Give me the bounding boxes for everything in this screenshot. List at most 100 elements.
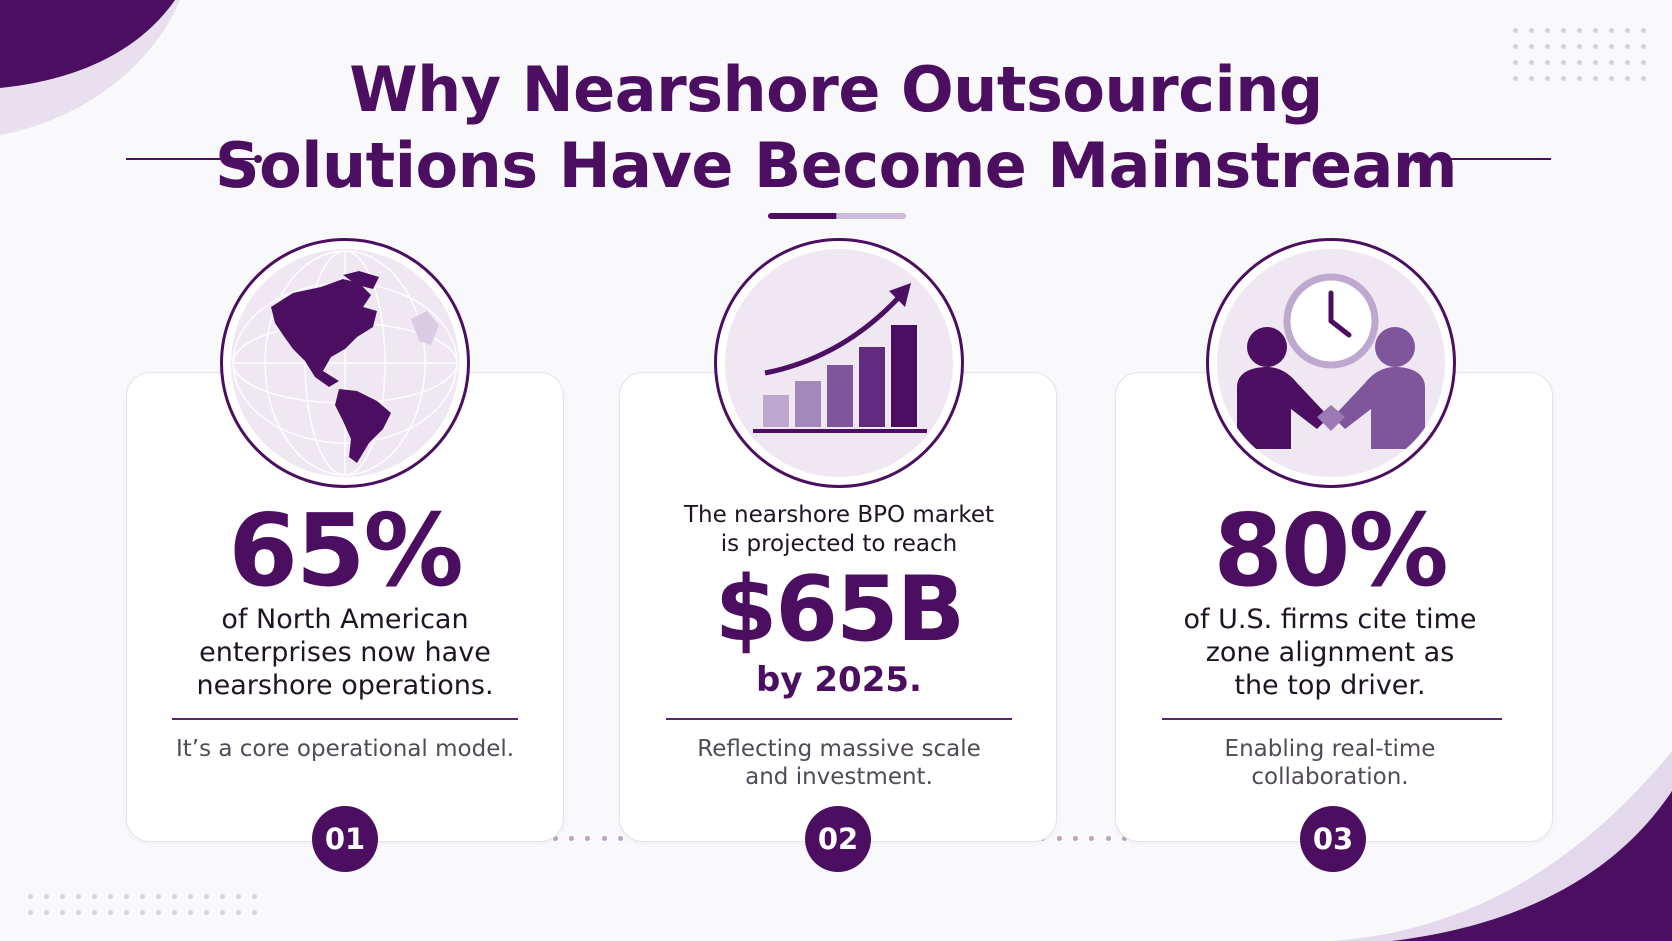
note-line: Reflecting massive scale [697, 736, 981, 762]
decorative-dot [1593, 76, 1598, 81]
stat-description-3: of U.S. firms cite time zone alignment a… [1110, 603, 1550, 702]
decorative-dot [1641, 28, 1646, 33]
decorative-dot [1545, 28, 1550, 33]
lead-line: is projected to reach [720, 531, 958, 557]
handshake-clock-icon [1237, 273, 1425, 449]
icon-circle-2 [714, 238, 964, 488]
description-line: nearshore operations. [196, 670, 494, 701]
decorative-dot [28, 910, 33, 915]
decorative-dot [172, 894, 177, 899]
decorative-dot [1609, 76, 1614, 81]
decorative-dot [1529, 60, 1534, 65]
decorative-dot [1513, 60, 1518, 65]
decorative-dot [60, 894, 65, 899]
decorative-dot [1577, 28, 1582, 33]
decorative-dot [204, 894, 209, 899]
decorative-dot [140, 894, 145, 899]
decorative-dot [188, 910, 193, 915]
decorative-dot [1529, 28, 1534, 33]
card-divider-3 [1162, 718, 1502, 720]
market-year: by 2025. [756, 660, 922, 700]
decorative-dot [569, 836, 575, 841]
decorative-dot [1105, 836, 1111, 841]
decorative-dot [585, 836, 591, 841]
decorative-dot [1593, 28, 1598, 33]
icon-circle-1 [220, 238, 470, 488]
decorative-dot [1641, 76, 1646, 81]
decorative-dot [1561, 28, 1566, 33]
top-left-corner-decoration [0, 0, 180, 135]
decorative-dot [220, 910, 225, 915]
decorative-dot [220, 894, 225, 899]
decorative-dot [1089, 836, 1095, 841]
step-number-3: 03 [1300, 806, 1366, 872]
decorative-dot [1513, 28, 1518, 33]
title-underline-dark [768, 213, 838, 219]
decorative-dot [252, 910, 257, 915]
stat-value-1: 65% [228, 492, 463, 609]
decorative-dot [1577, 76, 1582, 81]
decorative-dot [1513, 44, 1518, 49]
decorative-dot [1545, 76, 1550, 81]
note-line: and investment. [745, 764, 933, 790]
decorative-dot [1122, 836, 1128, 841]
title-left-dot [254, 155, 262, 163]
decorative-dot [1529, 76, 1534, 81]
decorative-dot [1641, 60, 1646, 65]
decorative-dot [1625, 28, 1630, 33]
dot-grid-top-right [1513, 28, 1657, 92]
decorative-dot [1561, 60, 1566, 65]
step-number-1: 01 [312, 806, 378, 872]
market-lead-text: The nearshore BPO market is projected to… [619, 501, 1059, 559]
decorative-dot [28, 894, 33, 899]
decorative-dot [124, 910, 129, 915]
icon-circle-3 [1206, 238, 1456, 488]
decorative-dot [601, 836, 607, 841]
decorative-dot [108, 894, 113, 899]
decorative-dot [252, 894, 257, 899]
card-note-3: Enabling real-time collaboration. [1110, 735, 1550, 791]
decorative-dot [1513, 76, 1518, 81]
decorative-dot [1609, 60, 1614, 65]
decorative-dot [1072, 836, 1078, 841]
decorative-dot [553, 836, 559, 841]
decorative-dot [172, 910, 177, 915]
decorative-dot [1545, 44, 1550, 49]
decorative-dot [236, 894, 241, 899]
bottom-right-corner-decoration [1332, 751, 1672, 941]
page-title: Why Nearshore Outsourcing Solutions Have… [0, 52, 1672, 204]
decorative-dot [44, 910, 49, 915]
stat-value-3: 80% [1213, 492, 1448, 609]
decorative-dot [204, 910, 209, 915]
decorative-dot [1529, 44, 1534, 49]
step-number-2: 02 [805, 806, 871, 872]
lead-line: The nearshore BPO market [683, 502, 995, 528]
decorative-dot [1577, 60, 1582, 65]
decorative-dot [92, 910, 97, 915]
decorative-dot [236, 910, 241, 915]
card-note-2: Reflecting massive scale and investment. [619, 735, 1059, 791]
decorative-dot [140, 910, 145, 915]
decorative-dot [1625, 60, 1630, 65]
title-underline-light [836, 213, 906, 219]
decorative-dot [1641, 44, 1646, 49]
decorative-dot [92, 894, 97, 899]
decorative-dot [1625, 76, 1630, 81]
decorative-dot [1593, 60, 1598, 65]
decorative-dot [1561, 44, 1566, 49]
dot-grid-bottom-left [28, 894, 268, 926]
card-note-1: It’s a core operational model. [125, 735, 565, 763]
description-line: of U.S. firms cite time [1183, 604, 1477, 635]
note-line: collaboration. [1251, 764, 1409, 790]
decorative-dot [1609, 44, 1614, 49]
decorative-dot [617, 836, 623, 841]
title-right-dot [1413, 155, 1421, 163]
description-line: the top driver. [1234, 670, 1426, 701]
decorative-dot [1577, 44, 1582, 49]
description-line: enterprises now have [199, 637, 491, 668]
decorative-dot [76, 910, 81, 915]
note-line: Enabling real-time [1224, 736, 1436, 762]
growth-bar-chart-icon [753, 283, 927, 433]
card-divider-1 [172, 718, 518, 720]
globe-americas-icon [232, 250, 458, 476]
